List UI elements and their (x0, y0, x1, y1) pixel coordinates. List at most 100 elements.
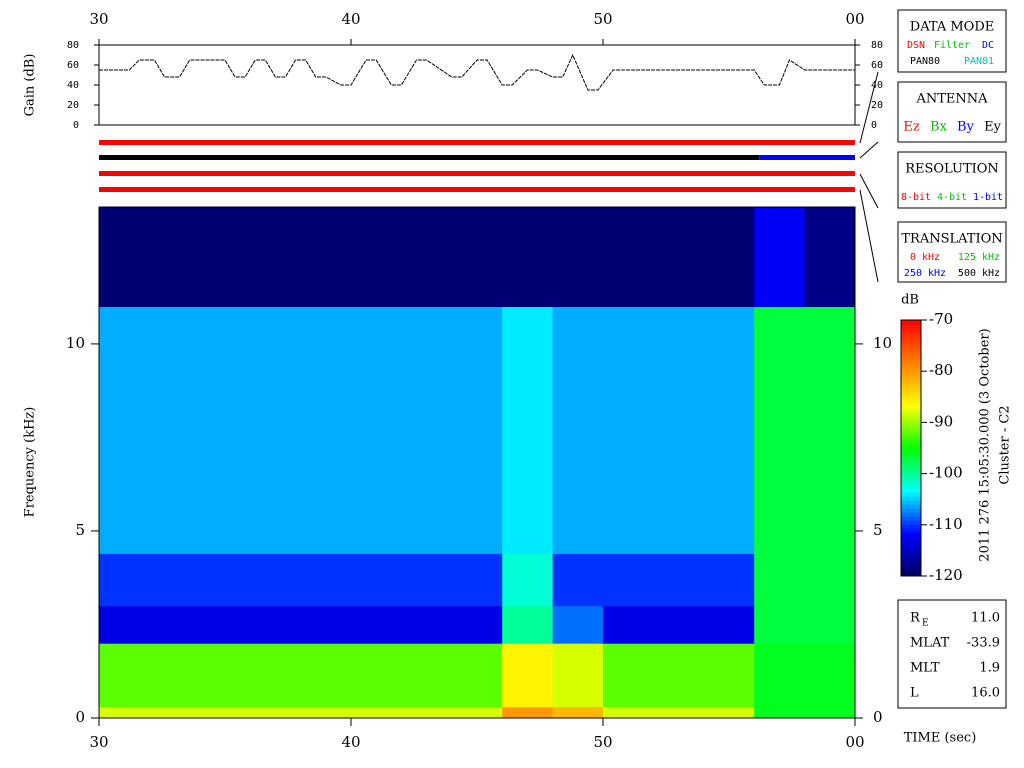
colorbar-step (901, 544, 921, 549)
colorbar-step (901, 332, 921, 337)
info-label: L (910, 686, 919, 701)
panel-title: DATA MODE (910, 20, 994, 35)
spectrogram-cell (351, 706, 402, 719)
colorbar-tick-label: -120 (929, 566, 963, 584)
status-bar (759, 155, 855, 160)
panel-item: PAN80 (910, 56, 940, 67)
gain-frame (98, 44, 856, 126)
colorbar-step (901, 344, 921, 349)
spectrogram-cell (451, 306, 503, 554)
panel-item: 125 kHz (958, 252, 1000, 263)
status-bar (99, 171, 855, 176)
y-tick-label: 20 (67, 100, 79, 111)
spectrogram-cell (754, 605, 806, 644)
spectrogram-cell (451, 643, 503, 708)
spectrogram-cell (653, 207, 705, 308)
colorbar-step (901, 492, 921, 497)
spectrogram-cell (250, 706, 302, 719)
colorbar-step (901, 496, 921, 501)
panel-title: TRANSLATION (901, 232, 1002, 247)
colorbar-step (901, 392, 921, 397)
spectrogram-cell (502, 207, 554, 308)
colorbar-step (901, 476, 921, 481)
spectrogram-cell (603, 605, 654, 644)
info-box (897, 599, 1007, 709)
colorbar-step (901, 472, 921, 477)
panel-item: 4-bit (937, 192, 967, 203)
colorbar-step (901, 416, 921, 421)
panel-item: 250 kHz (904, 268, 946, 279)
spectrogram-cell (653, 605, 705, 644)
spectrogram-cell (603, 207, 654, 308)
colorbar-step (901, 560, 921, 565)
status-bar (99, 140, 855, 145)
spectrogram-cell (451, 207, 503, 308)
panel-item: 0 kHz (910, 252, 940, 263)
x-tick-label: 40 (341, 733, 360, 751)
spectrogram-cell (502, 306, 554, 554)
spectrogram-cell (199, 207, 251, 308)
colorbar-step (901, 556, 921, 561)
spectrogram-cell (401, 643, 453, 708)
colorbar-step (901, 532, 921, 537)
spectrogram-cell (804, 553, 856, 607)
y-tick-label: 0 (75, 708, 85, 726)
colorbar-frame (900, 319, 922, 577)
panel-item: DSN (907, 40, 925, 51)
colorbar-step (901, 520, 921, 525)
y-tick-label: 40 (871, 80, 883, 91)
spectrogram-cell (250, 643, 302, 708)
colorbar-step (901, 488, 921, 493)
colorbar-tick-label: -70 (929, 310, 953, 328)
info-label: MLAT (910, 636, 950, 651)
time-axis-label: TIME (sec) (904, 731, 977, 746)
y-tick-label: 60 (871, 60, 883, 71)
colorbar-step (901, 536, 921, 541)
spectrogram-cell (149, 553, 201, 607)
frequency-axis-label: Frequency (kHz) (23, 407, 38, 518)
spectrogram-cell (804, 207, 856, 308)
x-tick-label: 00 (845, 733, 864, 751)
spectrogram-cell (804, 706, 856, 719)
spectrogram-cell (451, 706, 503, 719)
spacecraft-text: Cluster - C2 (998, 405, 1013, 484)
y-tick-label: 20 (871, 100, 883, 111)
spectrogram-cell (703, 553, 755, 607)
panel-item: Ey (984, 120, 1001, 135)
x-tick-label: 40 (341, 10, 360, 28)
spectrogram-cell (804, 306, 856, 554)
y-tick-label: 0 (873, 708, 883, 726)
colorbar-step (901, 464, 921, 469)
date-text: 2011 276 15:05:30.000 (3 October) (978, 328, 993, 561)
colorbar-step (901, 372, 921, 377)
colorbar-step (901, 552, 921, 557)
colorbar-step (901, 548, 921, 553)
info-value: 16.0 (971, 686, 1000, 701)
spectrogram-cell (351, 605, 402, 644)
spectrogram-cell (703, 643, 755, 708)
spectrogram-cell (351, 553, 402, 607)
x-tick-label: 30 (89, 10, 108, 28)
panel-box (897, 221, 1007, 283)
spectrogram-cell (653, 306, 705, 554)
colorbar-step (901, 404, 921, 409)
colorbar-step (901, 384, 921, 389)
y-tick-label: 80 (871, 40, 883, 51)
spectrogram-cell (351, 207, 402, 308)
spectrogram-cell (250, 605, 302, 644)
spectrogram-cell (552, 207, 604, 308)
panel-item: By (957, 120, 975, 135)
spectrogram-cell (99, 706, 150, 719)
colorbar-step (901, 572, 921, 577)
info-value: 11.0 (971, 611, 1000, 626)
colorbar-step (901, 424, 921, 429)
colorbar-step (901, 504, 921, 509)
y-tick-label: 40 (67, 80, 79, 91)
spectrogram-cell (300, 605, 352, 644)
panel-box (897, 9, 1007, 73)
spectrogram-cell (199, 605, 251, 644)
spectrogram-cell (401, 553, 453, 607)
colorbar-step (901, 324, 921, 329)
colorbar-step (901, 456, 921, 461)
